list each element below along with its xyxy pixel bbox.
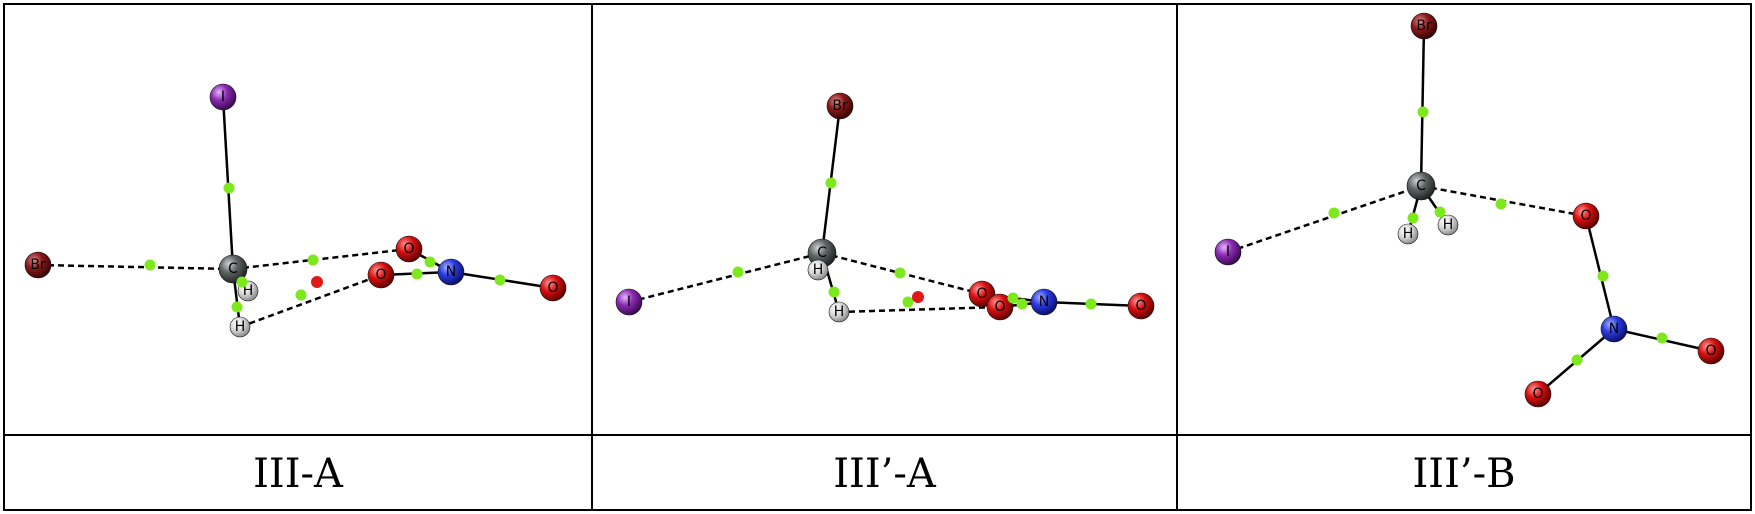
atom-h: H — [828, 301, 850, 323]
critical-point-layer — [144, 106, 1668, 366]
bond-critical-point — [1434, 206, 1446, 218]
bond-layer — [221, 25, 1712, 395]
atom-o: O — [1524, 380, 1552, 408]
ring-critical-point — [311, 276, 323, 288]
atom-label: O — [1705, 343, 1716, 359]
atom-label: O — [976, 286, 987, 302]
ring-critical-point — [912, 291, 924, 303]
atom-label: H — [1403, 226, 1414, 242]
atom-i: I — [615, 288, 643, 316]
atom-label: O — [994, 299, 1005, 315]
atom-label: H — [813, 262, 824, 278]
panel-caption: III-A — [253, 450, 343, 497]
bond-critical-point — [307, 254, 319, 266]
bond-critical-point — [1328, 207, 1340, 219]
noncovalent-contact-line — [838, 305, 1001, 314]
bond-critical-point — [295, 289, 307, 301]
figure-frame — [3, 3, 1752, 511]
atom-label: C — [228, 261, 238, 277]
atom-label: H — [1443, 217, 1454, 233]
bond-critical-point — [1597, 270, 1609, 282]
atom-label: N — [1039, 294, 1049, 310]
atom-label: H — [243, 283, 254, 299]
atom-label: Br — [30, 257, 46, 273]
bond-critical-point — [494, 274, 506, 286]
atom-label: O — [1532, 386, 1543, 402]
atom-c: C — [218, 254, 248, 284]
atom-br: Br — [826, 92, 854, 120]
atom-label: Br — [832, 98, 848, 114]
atom-c: C — [807, 238, 837, 268]
atom-i: I — [209, 83, 237, 111]
noncovalent-contact-line — [37, 263, 234, 271]
bond-critical-point — [825, 177, 837, 189]
atom-label: C — [1416, 178, 1426, 194]
bond-critical-point — [1417, 106, 1429, 118]
panel-divider — [591, 3, 593, 511]
atom-c: C — [1406, 171, 1436, 201]
bond-critical-point — [1571, 354, 1583, 366]
panel-caption: III’-B — [1412, 450, 1516, 497]
atom-o: O — [367, 261, 395, 289]
atom-label: O — [1580, 208, 1591, 224]
bond-critical-point — [1007, 292, 1019, 304]
bond-line — [1419, 25, 1426, 187]
atom-label: C — [817, 245, 827, 261]
noncovalent-contact-line — [239, 273, 382, 329]
atom-h: H — [1397, 223, 1419, 245]
atom-o: O — [395, 235, 423, 263]
atom-o: O — [1572, 202, 1600, 230]
panel-caption: III’-A — [833, 450, 936, 497]
atom-label: Br — [1416, 18, 1432, 34]
bond-critical-point — [1495, 198, 1507, 210]
noncovalent-contact-line — [1227, 184, 1422, 254]
atom-label: H — [235, 319, 246, 335]
atom-h: H — [1437, 214, 1459, 236]
panel-divider — [1176, 3, 1178, 511]
bond-critical-point — [894, 267, 906, 279]
atom-i: I — [1214, 238, 1242, 266]
atom-h: H — [807, 259, 829, 281]
bond-critical-point — [236, 276, 248, 288]
atom-label: O — [1135, 298, 1146, 314]
atom-o: O — [986, 293, 1014, 321]
bond-critical-point — [1016, 298, 1028, 310]
atom-br: Br — [24, 251, 52, 279]
atom-n: N — [1600, 315, 1628, 343]
bond-critical-point — [1085, 298, 1097, 310]
bond-critical-point — [732, 266, 744, 278]
atom-label: I — [627, 294, 631, 310]
bond-critical-point — [231, 301, 243, 313]
bond-critical-point — [902, 296, 914, 308]
atom-label: I — [1226, 244, 1230, 260]
atom-label: N — [1609, 321, 1619, 337]
caption-divider — [3, 434, 1752, 436]
bond-critical-point — [828, 286, 840, 298]
bond-critical-point — [411, 268, 423, 280]
bond-critical-point — [144, 259, 156, 271]
atom-o: O — [539, 274, 567, 302]
atom-o: O — [1127, 292, 1155, 320]
atom-label: N — [446, 264, 456, 280]
atom-label: O — [375, 267, 386, 283]
atom-n: N — [437, 258, 465, 286]
atom-label: I — [221, 89, 225, 105]
atom-h: H — [229, 316, 251, 338]
atom-label: O — [403, 241, 414, 257]
atom-o: O — [1697, 337, 1725, 365]
noncovalent-contact-line — [628, 251, 823, 304]
atom-label: H — [834, 304, 845, 320]
bond-critical-point — [1656, 332, 1668, 344]
bond-critical-point — [223, 182, 235, 194]
bond-critical-point — [1407, 212, 1419, 224]
atom-label: O — [547, 280, 558, 296]
bond-critical-point — [424, 256, 436, 268]
atom-br: Br — [1410, 12, 1438, 40]
atom-n: N — [1030, 288, 1058, 316]
